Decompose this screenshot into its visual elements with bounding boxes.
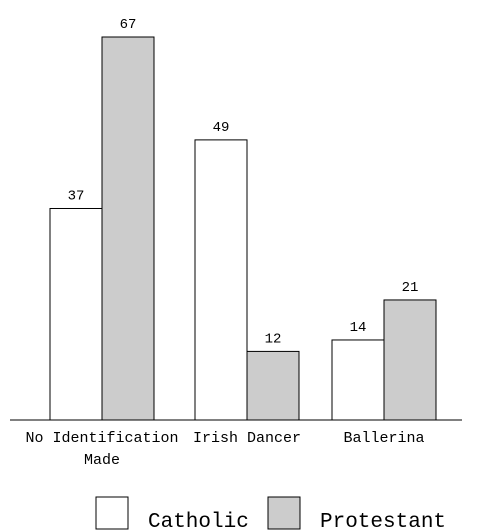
value-labels-group: 37 67 49 12 14 21	[68, 17, 419, 347]
bar-protestant-ballerina	[383, 299, 437, 421]
bars-group	[49, 36, 437, 421]
bar-protestant-irish-dancer	[246, 350, 300, 421]
bar-catholic-irish-dancer	[194, 139, 248, 421]
bar-catholic-ballerina	[331, 339, 385, 421]
legend-label-catholic: Catholic	[148, 511, 249, 531]
legend-swatch-protestant	[267, 496, 301, 530]
category-label-ballerina: Ballerina	[343, 430, 424, 447]
value-label-catholic-irish-dancer: 49	[213, 120, 230, 136]
value-label-catholic-ballerina: 14	[350, 320, 367, 336]
value-label-catholic-no-identification-made: 37	[68, 188, 85, 204]
legend: Catholic Protestant	[95, 496, 446, 531]
value-label-protestant-irish-dancer: 12	[265, 331, 282, 347]
value-label-protestant-ballerina: 21	[402, 280, 419, 296]
legend-label-protestant: Protestant	[320, 511, 446, 531]
legend-swatch-catholic	[95, 496, 129, 530]
value-label-protestant-no-identification-made: 67	[120, 17, 137, 33]
category-labels-group: No Identification Made Irish Dancer Balleri…	[25, 430, 424, 469]
bar-catholic-no-identification-made	[49, 207, 103, 421]
category-label-irish-dancer: Irish Dancer	[193, 430, 301, 447]
bar-protestant-no-identification-made	[101, 36, 155, 421]
category-label-no-identification-made: No Identification Made	[25, 430, 178, 469]
